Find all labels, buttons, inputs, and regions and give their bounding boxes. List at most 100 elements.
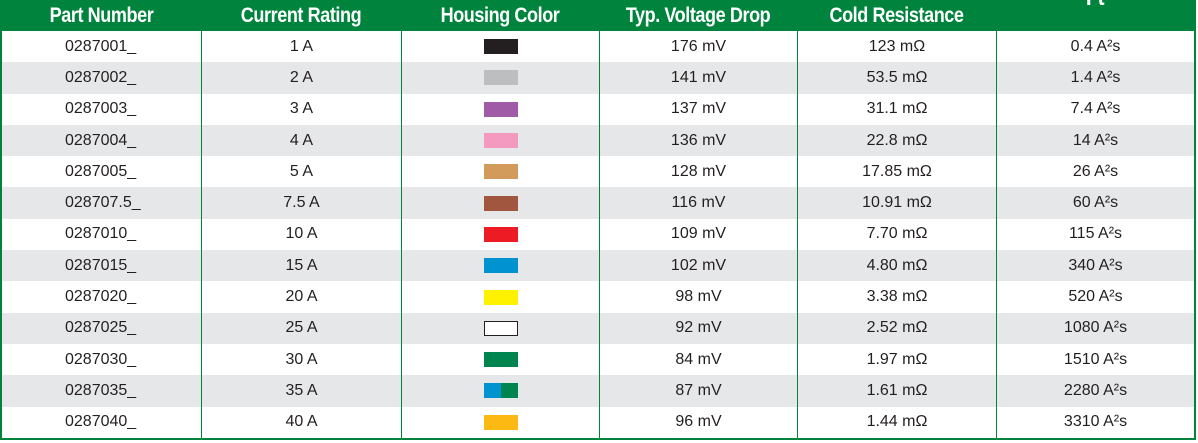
table-row: 0287005_ 5 A 128 mV 17.85 mΩ 26 A²s bbox=[2, 156, 1194, 188]
part-number-cell: 0287005_ bbox=[65, 162, 137, 180]
current-rating-cell: 1 A bbox=[201, 31, 401, 63]
color-swatch bbox=[483, 383, 518, 399]
housing-color-cell bbox=[401, 312, 599, 344]
voltage-drop-cell: 109 mV bbox=[599, 218, 797, 251]
cold-resistance-cell: 22.8 mΩ bbox=[797, 124, 996, 157]
header-part-number: Part Number bbox=[49, 3, 154, 27]
current-rating-cell: 40 A bbox=[201, 406, 401, 438]
color-swatch bbox=[483, 101, 518, 117]
i2t-cell: 60 A²s bbox=[996, 187, 1194, 219]
cold-resistance-cell: 10.91 mΩ bbox=[797, 187, 996, 219]
part-number-cell: 0287001_ bbox=[65, 37, 137, 55]
color-swatch bbox=[483, 39, 518, 55]
voltage-drop-cell: 141 mV bbox=[599, 62, 797, 94]
table-row: 0287025_ 25 A 92 mV 2.52 mΩ 1080 A²s bbox=[2, 312, 1194, 344]
cold-resistance-cell: 7.70 mΩ bbox=[797, 218, 996, 251]
current-rating-cell: 2 A bbox=[201, 62, 401, 94]
table-row: 0287010_ 10 A 109 mV 7.70 mΩ 115 A²s bbox=[2, 218, 1194, 251]
housing-color-cell bbox=[401, 124, 599, 157]
housing-color-cell bbox=[401, 62, 599, 94]
part-number-cell: 0287030_ bbox=[65, 350, 137, 368]
current-rating-cell: 5 A bbox=[201, 156, 401, 188]
color-swatch bbox=[483, 414, 518, 430]
voltage-drop-cell: 96 mV bbox=[599, 406, 797, 438]
current-rating-cell: 25 A bbox=[201, 312, 401, 344]
voltage-drop-cell: 136 mV bbox=[599, 124, 797, 157]
table-row: 0287040_ 40 A 96 mV 1.44 mΩ 3310 A²s bbox=[2, 406, 1194, 438]
color-swatch bbox=[483, 164, 518, 180]
part-number-cell: 0287040_ bbox=[65, 413, 137, 431]
i2t-cell: 0.4 A²s bbox=[996, 31, 1194, 63]
cold-resistance-cell: 1.61 mΩ bbox=[797, 375, 996, 407]
table-row: 0287002_ 2 A 141 mV 53.5 mΩ 1.4 A²s bbox=[2, 62, 1194, 94]
current-rating-cell: 30 A bbox=[201, 343, 401, 376]
voltage-drop-cell: 98 mV bbox=[599, 281, 797, 313]
housing-color-cell bbox=[401, 375, 599, 407]
current-rating-cell: 35 A bbox=[201, 375, 401, 407]
i2t-cell: 115 A²s bbox=[996, 218, 1194, 251]
table-row: 0287003_ 3 A 137 mV 31.1 mΩ 7.4 A²s bbox=[2, 93, 1194, 125]
voltage-drop-cell: 87 mV bbox=[599, 375, 797, 407]
color-swatch bbox=[483, 133, 518, 149]
housing-color-cell bbox=[401, 187, 599, 219]
color-swatch bbox=[483, 320, 518, 336]
housing-color-cell bbox=[401, 93, 599, 125]
part-number-cell: 0287015_ bbox=[65, 256, 137, 274]
housing-color-cell bbox=[401, 218, 599, 251]
header-housing-color: Housing Color bbox=[440, 3, 560, 27]
header-voltage-drop: Typ. Voltage Drop bbox=[625, 3, 771, 27]
current-rating-cell: 15 A bbox=[201, 250, 401, 282]
i2t-cell: 1.4 A²s bbox=[996, 62, 1194, 94]
color-swatch bbox=[483, 352, 518, 368]
header-i2t: I²t bbox=[1010, 0, 1180, 31]
table-row: 028707.5_ 7.5 A 116 mV 10.91 mΩ 60 A²s bbox=[2, 187, 1194, 219]
table-row: 0287035_ 35 A 87 mV 1.61 mΩ 2280 A²s bbox=[2, 375, 1194, 407]
cold-resistance-cell: 123 mΩ bbox=[797, 31, 996, 63]
housing-color-cell bbox=[401, 281, 599, 313]
table-row: 0287015_ 15 A 102 mV 4.80 mΩ 340 A²s bbox=[2, 250, 1194, 282]
housing-color-cell bbox=[401, 250, 599, 282]
current-rating-cell: 4 A bbox=[201, 124, 401, 157]
part-number-cell: 0287003_ bbox=[65, 100, 137, 118]
part-number-cell: 0287002_ bbox=[65, 68, 137, 86]
cold-resistance-cell: 1.44 mΩ bbox=[797, 406, 996, 438]
table-row: 0287001_ 1 A 176 mV 123 mΩ 0.4 A²s bbox=[2, 31, 1194, 63]
i2t-cell: 3310 A²s bbox=[996, 406, 1194, 438]
cold-resistance-cell: 1.97 mΩ bbox=[797, 343, 996, 376]
i2t-cell: 520 A²s bbox=[996, 281, 1194, 313]
voltage-drop-cell: 176 mV bbox=[599, 31, 797, 63]
housing-color-cell bbox=[401, 31, 599, 63]
housing-color-cell bbox=[401, 156, 599, 188]
table-header-row: Part Number Current Rating Housing Color… bbox=[2, 0, 1194, 31]
current-rating-cell: 7.5 A bbox=[201, 187, 401, 219]
table-row: 0287020_ 20 A 98 mV 3.38 mΩ 520 A²s bbox=[2, 281, 1194, 313]
table-row: 0287004_ 4 A 136 mV 22.8 mΩ 14 A²s bbox=[2, 124, 1194, 157]
i2t-cell: 340 A²s bbox=[996, 250, 1194, 282]
i2t-cell: 1080 A²s bbox=[996, 312, 1194, 344]
part-number-cell: 0287035_ bbox=[65, 381, 137, 399]
i2t-cell: 7.4 A²s bbox=[996, 93, 1194, 125]
cold-resistance-cell: 31.1 mΩ bbox=[797, 93, 996, 125]
color-swatch bbox=[483, 195, 518, 211]
voltage-drop-cell: 102 mV bbox=[599, 250, 797, 282]
color-swatch bbox=[483, 70, 518, 86]
housing-color-cell bbox=[401, 343, 599, 376]
i2t-cell: 1510 A²s bbox=[996, 343, 1194, 376]
part-number-cell: 0287025_ bbox=[65, 319, 137, 337]
part-number-cell: 028707.5_ bbox=[65, 194, 141, 212]
part-number-cell: 0287010_ bbox=[65, 225, 137, 243]
voltage-drop-cell: 116 mV bbox=[599, 187, 797, 219]
cold-resistance-cell: 3.38 mΩ bbox=[797, 281, 996, 313]
i2t-cell: 26 A²s bbox=[996, 156, 1194, 188]
current-rating-cell: 10 A bbox=[201, 218, 401, 251]
table-row: 0287030_ 30 A 84 mV 1.97 mΩ 1510 A²s bbox=[2, 343, 1194, 376]
voltage-drop-cell: 92 mV bbox=[599, 312, 797, 344]
cold-resistance-cell: 17.85 mΩ bbox=[797, 156, 996, 188]
header-current-rating: Current Rating bbox=[240, 3, 362, 27]
header-cold-resistance: Cold Resistance bbox=[829, 3, 964, 27]
part-number-cell: 0287004_ bbox=[65, 131, 137, 149]
i2t-cell: 2280 A²s bbox=[996, 375, 1194, 407]
color-swatch bbox=[483, 258, 518, 274]
table-body: 0287001_ 1 A 176 mV 123 mΩ 0.4 A²s 0287002_ 2 … bbox=[2, 31, 1194, 438]
voltage-drop-cell: 128 mV bbox=[599, 156, 797, 188]
